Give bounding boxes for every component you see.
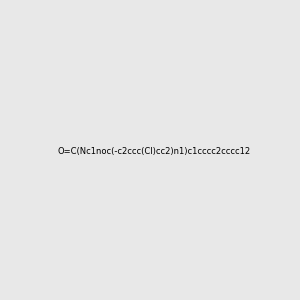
Text: O=C(Nc1noc(-c2ccc(Cl)cc2)n1)c1cccc2cccc12: O=C(Nc1noc(-c2ccc(Cl)cc2)n1)c1cccc2cccc1… [57, 147, 250, 156]
